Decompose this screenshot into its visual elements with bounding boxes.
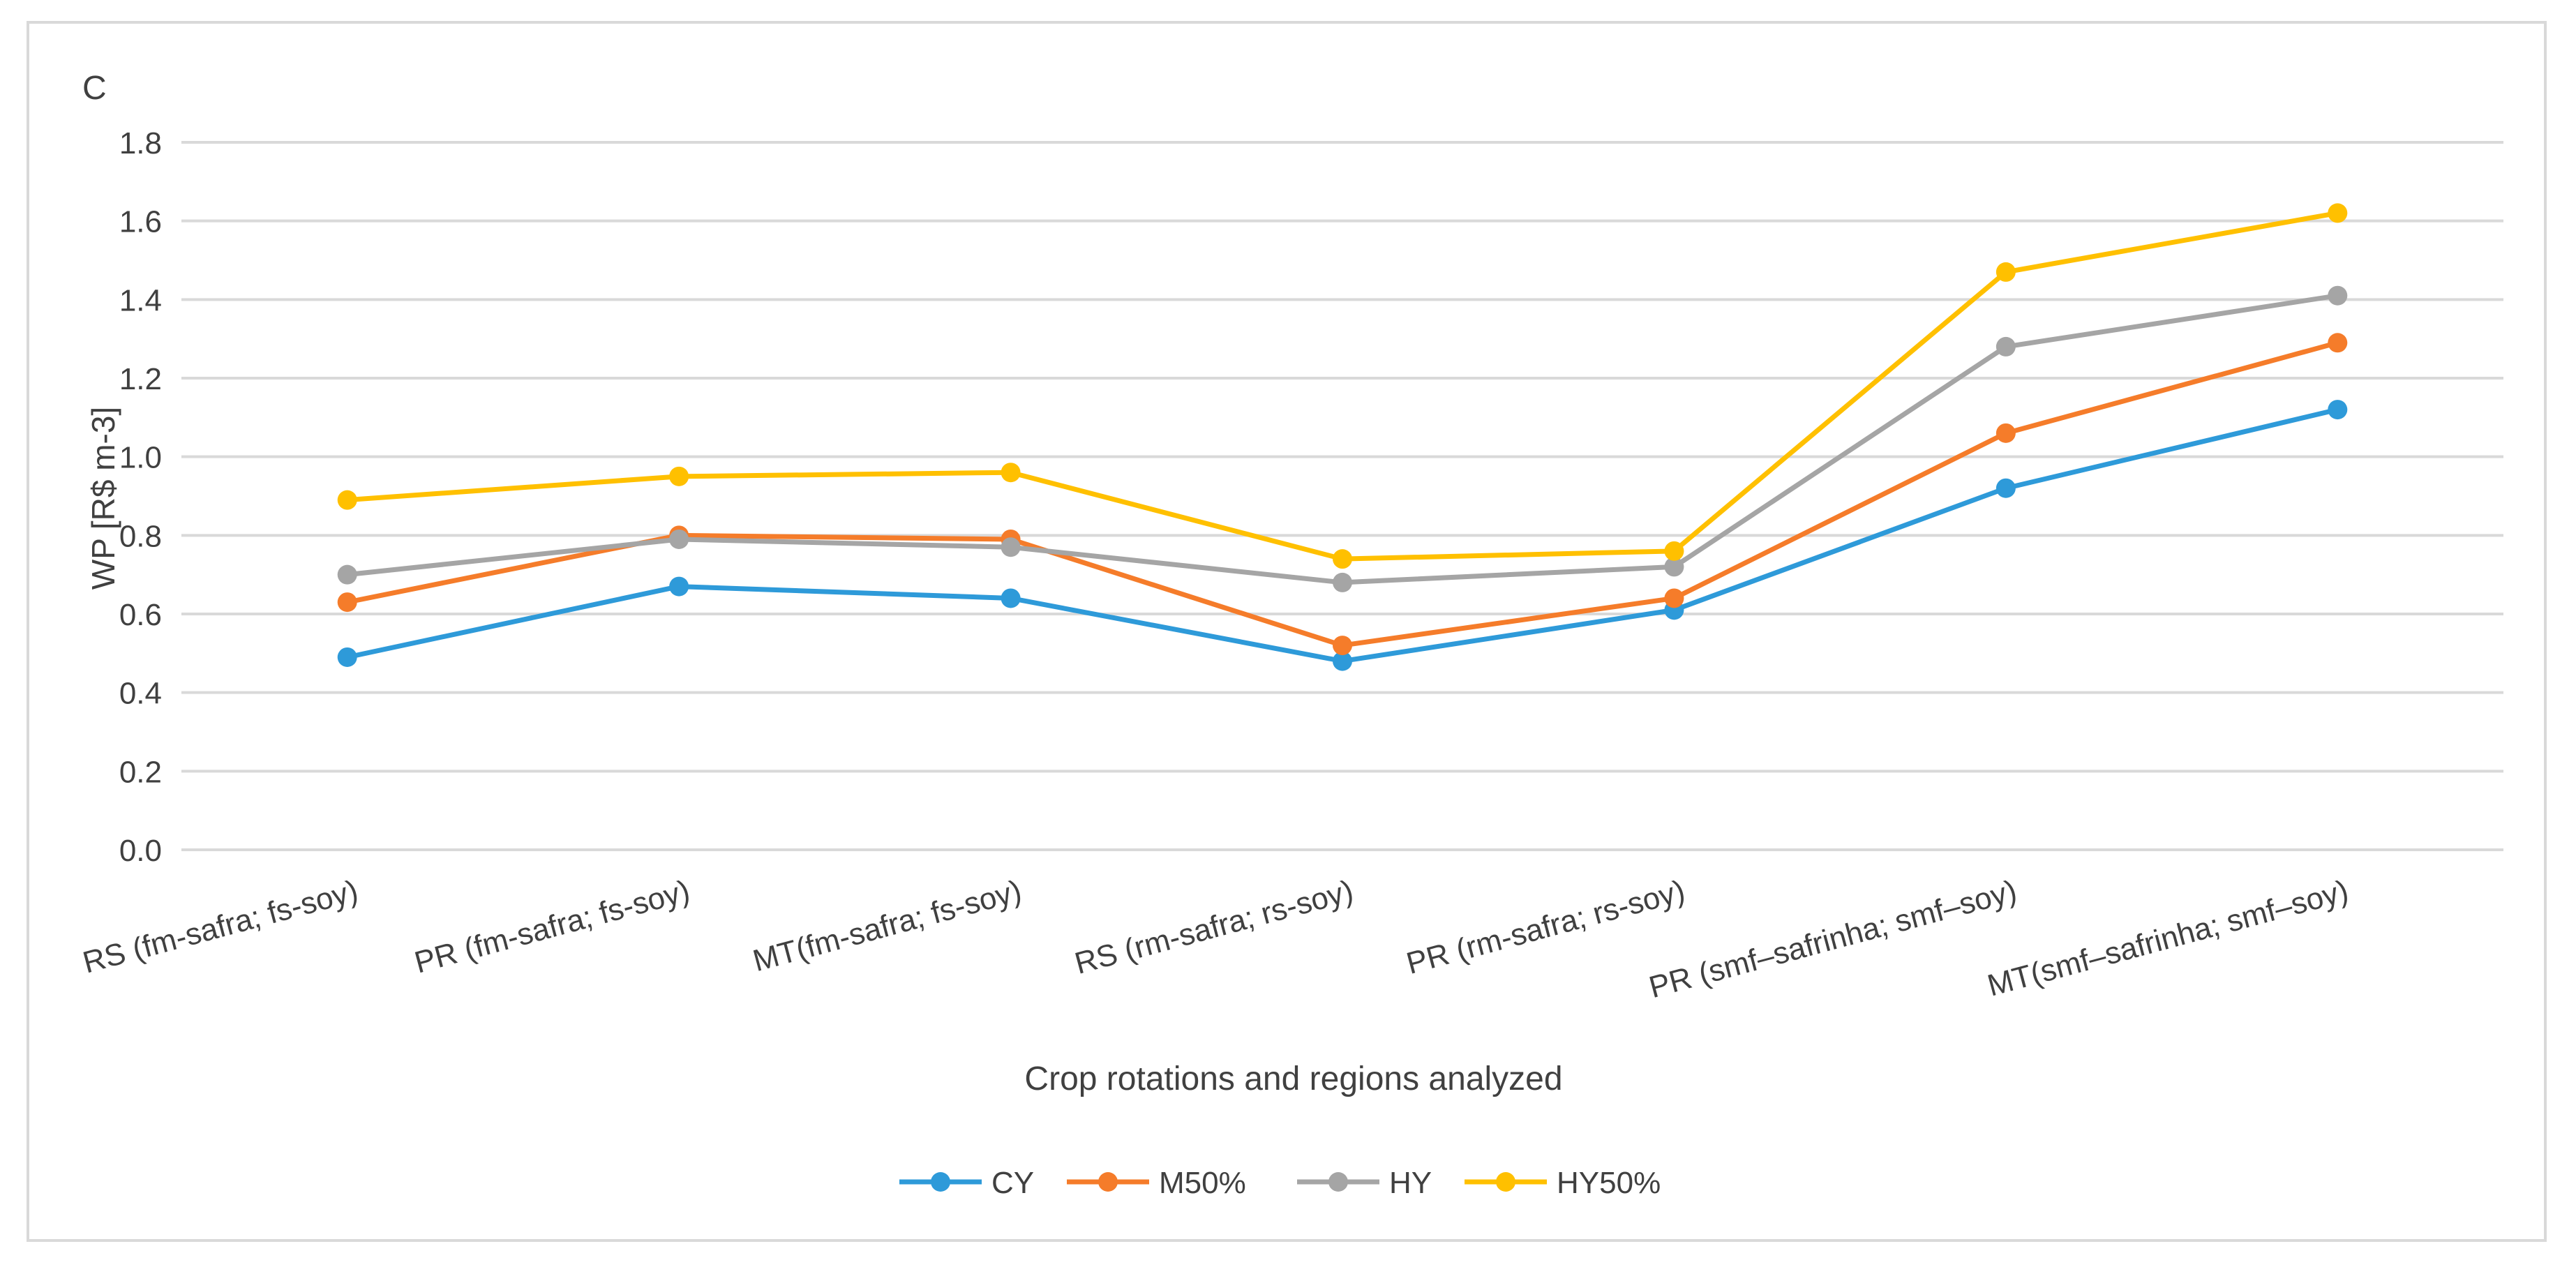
line-chart: C 0.0 0.2 0.4 0.6 0.8 1.0 1.2 1.4 1.6 1.8 RS (fm-… [80, 70, 2503, 1200]
data-point [2328, 285, 2348, 306]
series-hy50pct [337, 203, 2348, 569]
x-axis-ticks: RS (fm-safra; fs-soy) PR (fm-safra; fs-so… [80, 874, 2352, 1005]
x-tick-label: PR (smf–safrinha; smf–soy) [1645, 874, 2020, 1005]
data-point [1333, 549, 1352, 569]
data-point [1001, 537, 1021, 557]
legend-marker [931, 1172, 950, 1192]
y-tick-label: 0.8 [119, 519, 162, 553]
legend-marker [1098, 1172, 1118, 1192]
x-tick-label: MT(smf–safrinha; smf–soy) [1984, 874, 2352, 1003]
legend-marker [1328, 1172, 1348, 1192]
y-tick-label: 0.0 [119, 834, 162, 868]
series-line [347, 340, 2339, 648]
y-tick-label: 1.6 [119, 205, 162, 239]
data-point [1664, 541, 1684, 561]
y-tick-label: 1.8 [119, 126, 162, 160]
panel-label: C [82, 70, 107, 107]
data-point [1995, 336, 2016, 357]
legend-item: M50% [1067, 1166, 1246, 1200]
series-m50pct [337, 333, 2348, 656]
legend: CY M50% HY HY50% [899, 1166, 1661, 1200]
legend-label: CY [991, 1166, 1034, 1200]
data-point [1995, 478, 2016, 498]
data-point [1664, 588, 1684, 608]
legend-label: M50% [1159, 1166, 1246, 1200]
data-point [1333, 572, 1352, 592]
data-point [1333, 651, 1352, 671]
data-point [1995, 423, 2016, 443]
data-point [337, 490, 357, 510]
legend-item: CY [899, 1166, 1034, 1200]
x-tick-label: PR (fm-safra; fs-soy) [411, 874, 694, 980]
data-point [337, 564, 357, 585]
legend-marker [1496, 1172, 1515, 1192]
y-tick-label: 1.2 [119, 362, 162, 396]
series-line [347, 210, 2338, 562]
series-line [347, 293, 2338, 585]
data-point [2328, 400, 2348, 420]
y-axis-label: WP [R$ m-3] [85, 407, 121, 590]
legend-label: HY [1389, 1166, 1432, 1200]
x-tick-label: RS (fm-safra; fs-soy) [80, 874, 362, 980]
data-point [669, 466, 689, 486]
legend-label: HY50% [1557, 1166, 1661, 1200]
data-point [669, 576, 689, 597]
y-axis-ticks: 0.0 0.2 0.4 0.6 0.8 1.0 1.2 1.4 1.6 1.8 [119, 126, 162, 868]
series-cy [337, 400, 2348, 671]
data-point [1001, 588, 1021, 608]
chart-frame: C 0.0 0.2 0.4 0.6 0.8 1.0 1.2 1.4 1.6 1.8 RS (fm-… [27, 21, 2547, 1242]
x-tick-label: RS (rm-safra; rs-soy) [1071, 874, 1356, 981]
data-point [1664, 557, 1684, 577]
data-point [1995, 262, 2016, 282]
y-tick-label: 0.4 [119, 677, 162, 711]
data-point [1333, 636, 1352, 656]
y-tick-label: 0.2 [119, 755, 162, 789]
data-point [2328, 333, 2348, 353]
data-point [337, 647, 357, 667]
data-point [669, 529, 689, 549]
y-tick-label: 1.4 [119, 283, 162, 317]
data-point [1001, 463, 1021, 483]
legend-item: HY50% [1465, 1166, 1661, 1200]
x-tick-label: PR (rm-safra; rs-soy) [1403, 874, 1688, 981]
series-hy [337, 285, 2348, 592]
gridlines [181, 141, 2503, 851]
x-axis-label: Crop rotations and regions analyzed [1024, 1060, 1562, 1097]
x-tick-label: MT(fm-safra; fs-soy) [749, 874, 1025, 978]
legend-item: HY [1297, 1166, 1432, 1200]
y-tick-label: 0.6 [119, 598, 162, 632]
data-point [2328, 203, 2348, 223]
data-point [337, 592, 357, 613]
series-lines [337, 203, 2348, 671]
y-tick-label: 1.0 [119, 441, 162, 475]
